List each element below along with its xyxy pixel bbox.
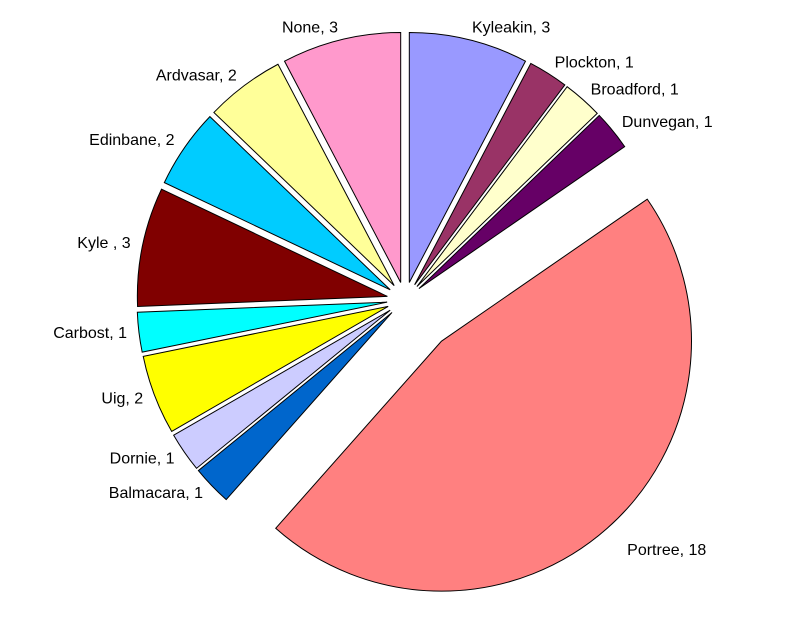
pie-slice (408, 32, 527, 283)
pie-slice (274, 198, 692, 592)
pie-slice (418, 114, 626, 290)
slice-label: Carbost, 1 (53, 325, 127, 342)
pie-slice (136, 301, 388, 353)
pie-slice (136, 188, 388, 307)
slice-label: Balmacara, 1 (109, 485, 203, 502)
pie-slice (197, 312, 393, 501)
slice-label: Dornie, 1 (110, 450, 175, 467)
slice-label: Kyle , 3 (77, 235, 130, 252)
slice-label: Uig, 2 (101, 391, 143, 408)
slice-label: Plockton, 1 (555, 55, 634, 72)
pie-slice (414, 62, 566, 286)
slice-label: Kyleakin, 3 (472, 19, 550, 36)
pie-slice (163, 115, 391, 291)
pie-slice (416, 85, 598, 287)
pie-slice (172, 309, 391, 470)
slice-label: Dunvegan, 1 (622, 114, 713, 131)
slice-label: Portree, 18 (627, 542, 706, 559)
pie-slice (283, 32, 402, 283)
pie-slice (213, 63, 395, 286)
slice-label: Broadford, 1 (591, 82, 679, 99)
slice-label: None, 3 (282, 19, 338, 36)
slice-label: Ardvasar, 2 (156, 67, 237, 84)
slice-label: Edinbane, 2 (89, 132, 175, 149)
pie-slice (142, 305, 389, 433)
